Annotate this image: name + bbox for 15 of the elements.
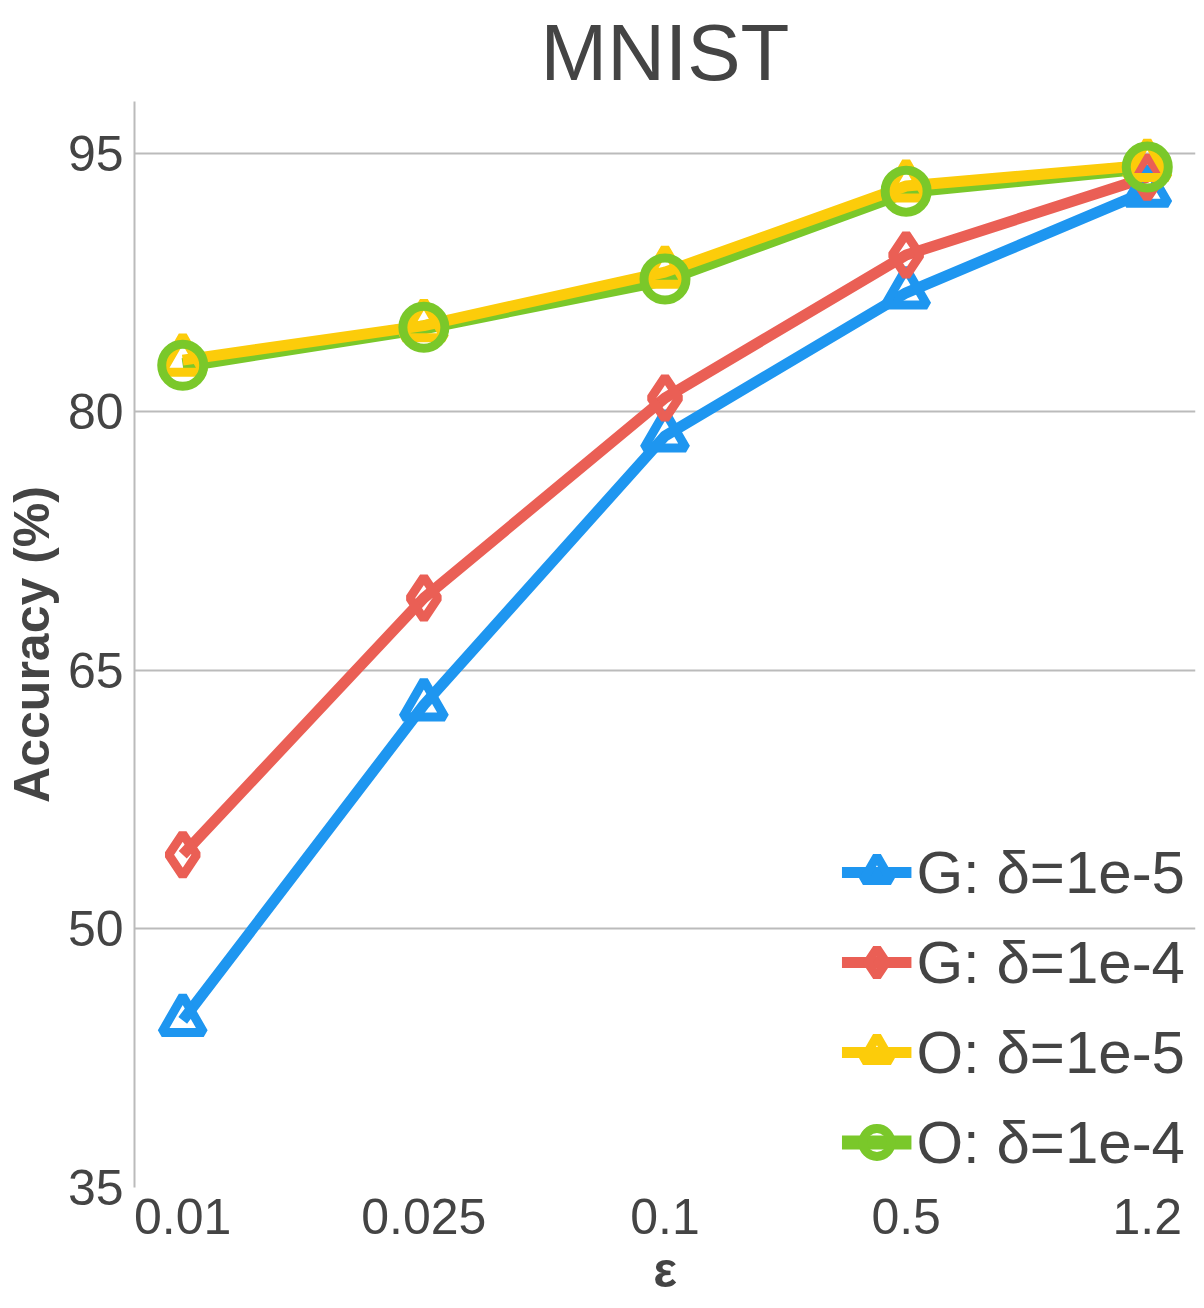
x-tick-label: 0.01 [134, 1188, 232, 1245]
x-tick-label: 0.5 [871, 1188, 941, 1245]
x-tick-label: 1.2 [1112, 1188, 1183, 1245]
x-tick-label: 0.025 [361, 1188, 487, 1245]
legend-label: O: δ=1e-4 [916, 1107, 1185, 1177]
legend-label: G: δ=1e-4 [916, 927, 1185, 997]
legend-label: O: δ=1e-5 [916, 1017, 1185, 1087]
y-axis-title: Accuracy (%) [3, 486, 60, 803]
chart-title: MNIST [540, 7, 790, 97]
y-tick-label: 95 [67, 125, 124, 182]
legend-label: G: δ=1e-5 [916, 837, 1185, 907]
y-tick-label: 35 [67, 1160, 124, 1216]
y-tick-label: 50 [67, 901, 124, 958]
y-tick-label: 65 [67, 642, 124, 699]
y-tick-label: 80 [67, 384, 124, 441]
